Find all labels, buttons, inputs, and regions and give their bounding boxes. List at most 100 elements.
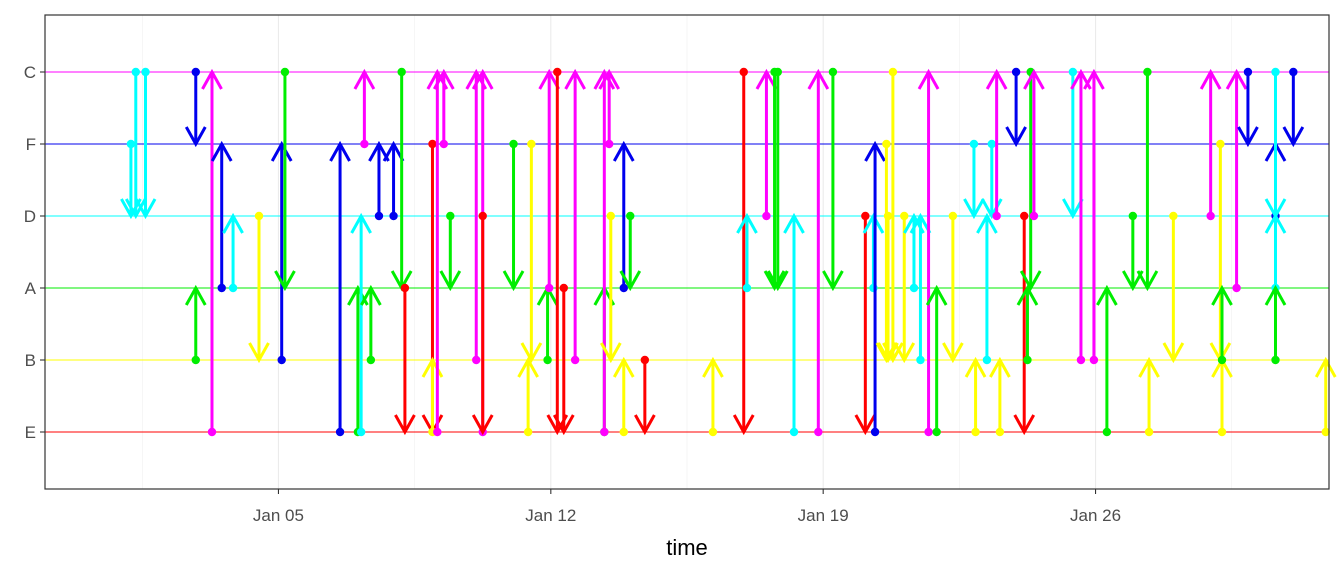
x-tick-label: Jan 12 bbox=[525, 506, 576, 525]
arrow-head bbox=[909, 212, 932, 234]
transition-arrow bbox=[807, 68, 830, 437]
arrow-origin-point bbox=[1089, 355, 1099, 365]
transition-arrow bbox=[909, 212, 932, 365]
transition-arrow bbox=[1122, 211, 1144, 292]
arrow-head bbox=[763, 270, 786, 292]
arrow-origin-point bbox=[389, 211, 398, 221]
arrow-head bbox=[634, 414, 656, 436]
arrow-origin-point bbox=[924, 427, 933, 437]
arrow-head bbox=[433, 68, 455, 90]
arrow-head bbox=[1062, 198, 1084, 220]
arrow-origin-point bbox=[360, 139, 369, 149]
arrow-head bbox=[925, 284, 948, 306]
arrow-head bbox=[1136, 270, 1159, 292]
arrow-head bbox=[552, 414, 575, 436]
transition-arrow bbox=[564, 68, 586, 365]
transition-arrow bbox=[598, 68, 620, 149]
arrow-origin-point bbox=[948, 211, 958, 221]
arrow-origin-point bbox=[1271, 67, 1280, 77]
arrow-head bbox=[864, 140, 886, 162]
arrow-head bbox=[599, 342, 622, 364]
arrow-origin-point bbox=[1232, 283, 1241, 293]
arrow-origin-point bbox=[742, 283, 752, 293]
arrow-origin-point bbox=[509, 139, 518, 149]
arrow-origin-point bbox=[131, 67, 140, 77]
x-axis: Jan 05 Jan 12 Jan 19 Jan 26 bbox=[253, 489, 1121, 525]
arrow-origin-point bbox=[1243, 67, 1253, 77]
arrow-head bbox=[471, 414, 494, 436]
transition-arrow bbox=[270, 140, 293, 365]
arrow-head bbox=[976, 212, 998, 234]
arrow-origin-point bbox=[543, 355, 552, 365]
arrow-head bbox=[964, 356, 987, 378]
transition-arrow bbox=[1225, 68, 1248, 293]
arrow-origin-point bbox=[523, 427, 533, 437]
arrow-head bbox=[862, 212, 885, 234]
arrow-head bbox=[1314, 356, 1337, 378]
arrow-head bbox=[1162, 342, 1185, 364]
arrow-head bbox=[564, 68, 586, 90]
transition-arrow bbox=[350, 212, 372, 437]
transition-arrow bbox=[433, 68, 455, 149]
transition-arrow bbox=[517, 356, 539, 437]
arrow-origin-point bbox=[126, 139, 136, 149]
y-tick-label: E bbox=[25, 423, 36, 442]
arrow-head bbox=[1264, 198, 1287, 220]
transition-arrow bbox=[538, 68, 561, 293]
transition-arrow bbox=[520, 139, 543, 364]
arrow-origin-point bbox=[916, 355, 925, 365]
arrow-head bbox=[1237, 126, 1259, 148]
arrow-head bbox=[612, 356, 635, 378]
transition-arrow bbox=[274, 67, 296, 292]
transition-arrow bbox=[1096, 284, 1118, 437]
transition-arrow bbox=[210, 140, 233, 293]
transition-arrow bbox=[989, 356, 1011, 437]
arrow-head bbox=[989, 356, 1011, 378]
transition-arrow bbox=[222, 212, 244, 293]
arrow-head bbox=[439, 270, 462, 292]
arrow-origin-point bbox=[1011, 67, 1021, 77]
y-axis: E B A D F C bbox=[24, 63, 45, 442]
arrow-head bbox=[184, 284, 207, 306]
transition-arrow bbox=[1282, 67, 1305, 148]
transition-arrow bbox=[1138, 356, 1160, 437]
arrow-origin-point bbox=[1029, 211, 1039, 221]
transition-arrow bbox=[964, 356, 987, 437]
arrow-origin-point bbox=[982, 355, 992, 365]
arrow-origin-point bbox=[870, 427, 880, 437]
transition-arrow bbox=[1199, 68, 1222, 221]
transition-arrow bbox=[893, 211, 916, 364]
arrow-head bbox=[274, 270, 296, 292]
arrow-origin-point bbox=[553, 67, 562, 77]
transition-arrow bbox=[732, 67, 755, 436]
arrow-head bbox=[963, 198, 985, 220]
arrow-origin-point bbox=[472, 355, 481, 365]
arrow-origin-point bbox=[191, 355, 200, 365]
arrow-origin-point bbox=[619, 283, 628, 293]
transition-arrow bbox=[439, 211, 462, 292]
transition-arrow bbox=[201, 68, 223, 437]
arrow-origin-point bbox=[969, 139, 979, 149]
arrow-head bbox=[893, 342, 916, 364]
arrow-origin-point bbox=[439, 139, 449, 149]
transition-arrow bbox=[1005, 67, 1027, 148]
x-tick-label: Jan 26 bbox=[1070, 506, 1121, 525]
arrow-origin-point bbox=[1076, 355, 1086, 365]
arrow-head bbox=[1282, 126, 1305, 148]
transition-arrow bbox=[1136, 67, 1159, 292]
arrow-origin-point bbox=[626, 211, 635, 221]
arrow-head bbox=[1199, 68, 1222, 90]
transition-arrow bbox=[1013, 211, 1036, 436]
arrow-head bbox=[471, 68, 494, 90]
arrow-origin-point bbox=[762, 211, 771, 221]
arrow-origin-point bbox=[932, 427, 941, 437]
transition-arrow bbox=[360, 284, 382, 365]
transition-arrow bbox=[634, 355, 656, 436]
arrow-origin-point bbox=[861, 211, 870, 221]
arrow-origin-point bbox=[773, 67, 782, 77]
arrow-origin-point bbox=[1128, 211, 1138, 221]
arrow-origin-point bbox=[228, 283, 238, 293]
arrow-origin-point bbox=[606, 211, 616, 221]
arrow-origin-point bbox=[277, 355, 286, 365]
